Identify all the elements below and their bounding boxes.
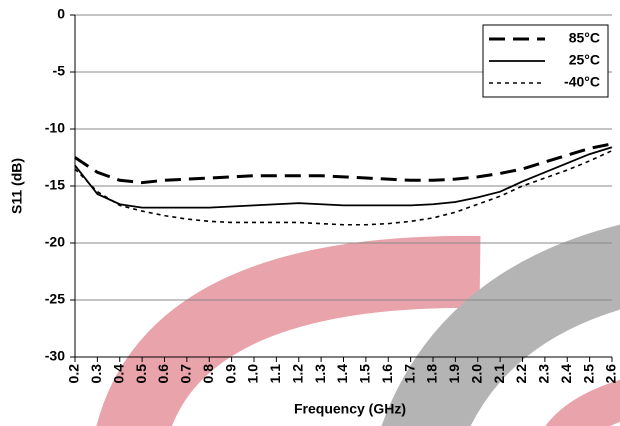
x-tick-label: 2.2 [513,364,529,384]
legend-label: 85°C [569,30,600,46]
y-tick-label: -20 [45,234,65,250]
x-axis-label: Frequency (GHz) [294,401,406,417]
watermark-arc [381,224,620,426]
x-tick-label: 2.6 [603,364,619,384]
y-axis-label: S11 (dB) [9,158,25,214]
x-tick-label: 1.4 [334,364,350,384]
x-tick-label: 1.3 [312,364,328,384]
series-line [74,146,613,209]
x-tick-label: 1.2 [289,364,305,384]
x-tick-label: 0.4 [110,364,126,384]
x-tick-label: 1.8 [424,364,440,384]
x-tick-label: 1.0 [245,364,261,384]
legend-label: -40°C [564,74,600,90]
legend-label: 25°C [569,52,600,68]
x-tick-label: 2.3 [536,364,552,384]
x-tick-label: 1.6 [379,364,395,384]
x-tick-label: 1.7 [401,364,417,384]
x-tick-label: 0.5 [133,364,149,384]
y-tick-label: -30 [45,348,65,364]
x-tick-label: 1.5 [357,364,373,384]
watermark-arc [545,379,620,426]
x-tick-label: 0.3 [88,364,104,384]
lines [74,142,613,226]
legend: 85°C 25°C -40°C [482,24,609,98]
x-tick-label: 2.4 [558,364,574,384]
y-tick-label: -10 [45,120,65,136]
x-tick-label: 2.0 [468,364,484,384]
x-tick-label: 0.8 [200,364,216,384]
x-tick-label: 0.7 [178,364,194,384]
x-tick-label: 1.1 [267,364,283,384]
x-tick-label: 1.9 [446,364,462,384]
y-tick-label: -15 [45,177,65,193]
series-line [74,142,613,185]
x-tick-label: 2.1 [491,364,507,384]
x-tick-label: 0.6 [155,364,171,384]
x-tick-label: 2.5 [580,364,596,384]
y-tick-label: -5 [53,63,66,79]
x-tick-label: 0.9 [222,364,238,384]
axes: 0 -5 -10 -15 -20 -25 -300.2 0.3 0.4 0.5 0.6 0.7 0.8 0… [45,6,619,384]
y-tick-label: -25 [45,291,65,307]
series-line [74,149,613,226]
x-tick-label: 0.2 [66,364,82,384]
y-tick-label: 0 [57,6,65,22]
watermark-arc [96,235,481,426]
